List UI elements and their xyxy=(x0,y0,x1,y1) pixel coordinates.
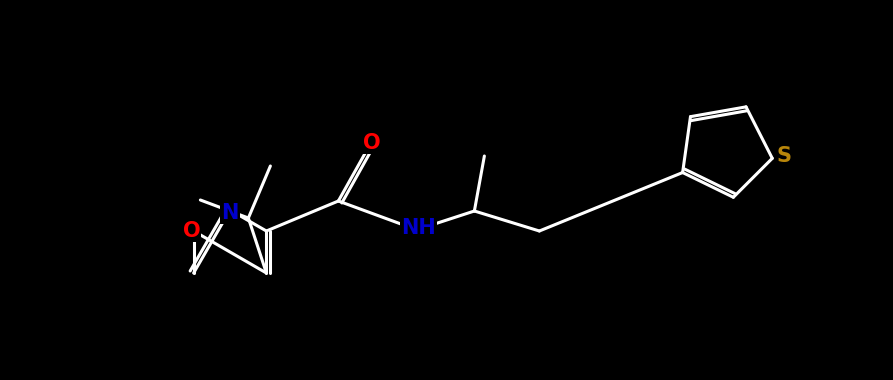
Text: O: O xyxy=(183,221,200,241)
Text: NH: NH xyxy=(401,218,436,238)
Text: O: O xyxy=(363,133,380,153)
Text: S: S xyxy=(777,146,792,166)
Text: N: N xyxy=(221,203,238,223)
